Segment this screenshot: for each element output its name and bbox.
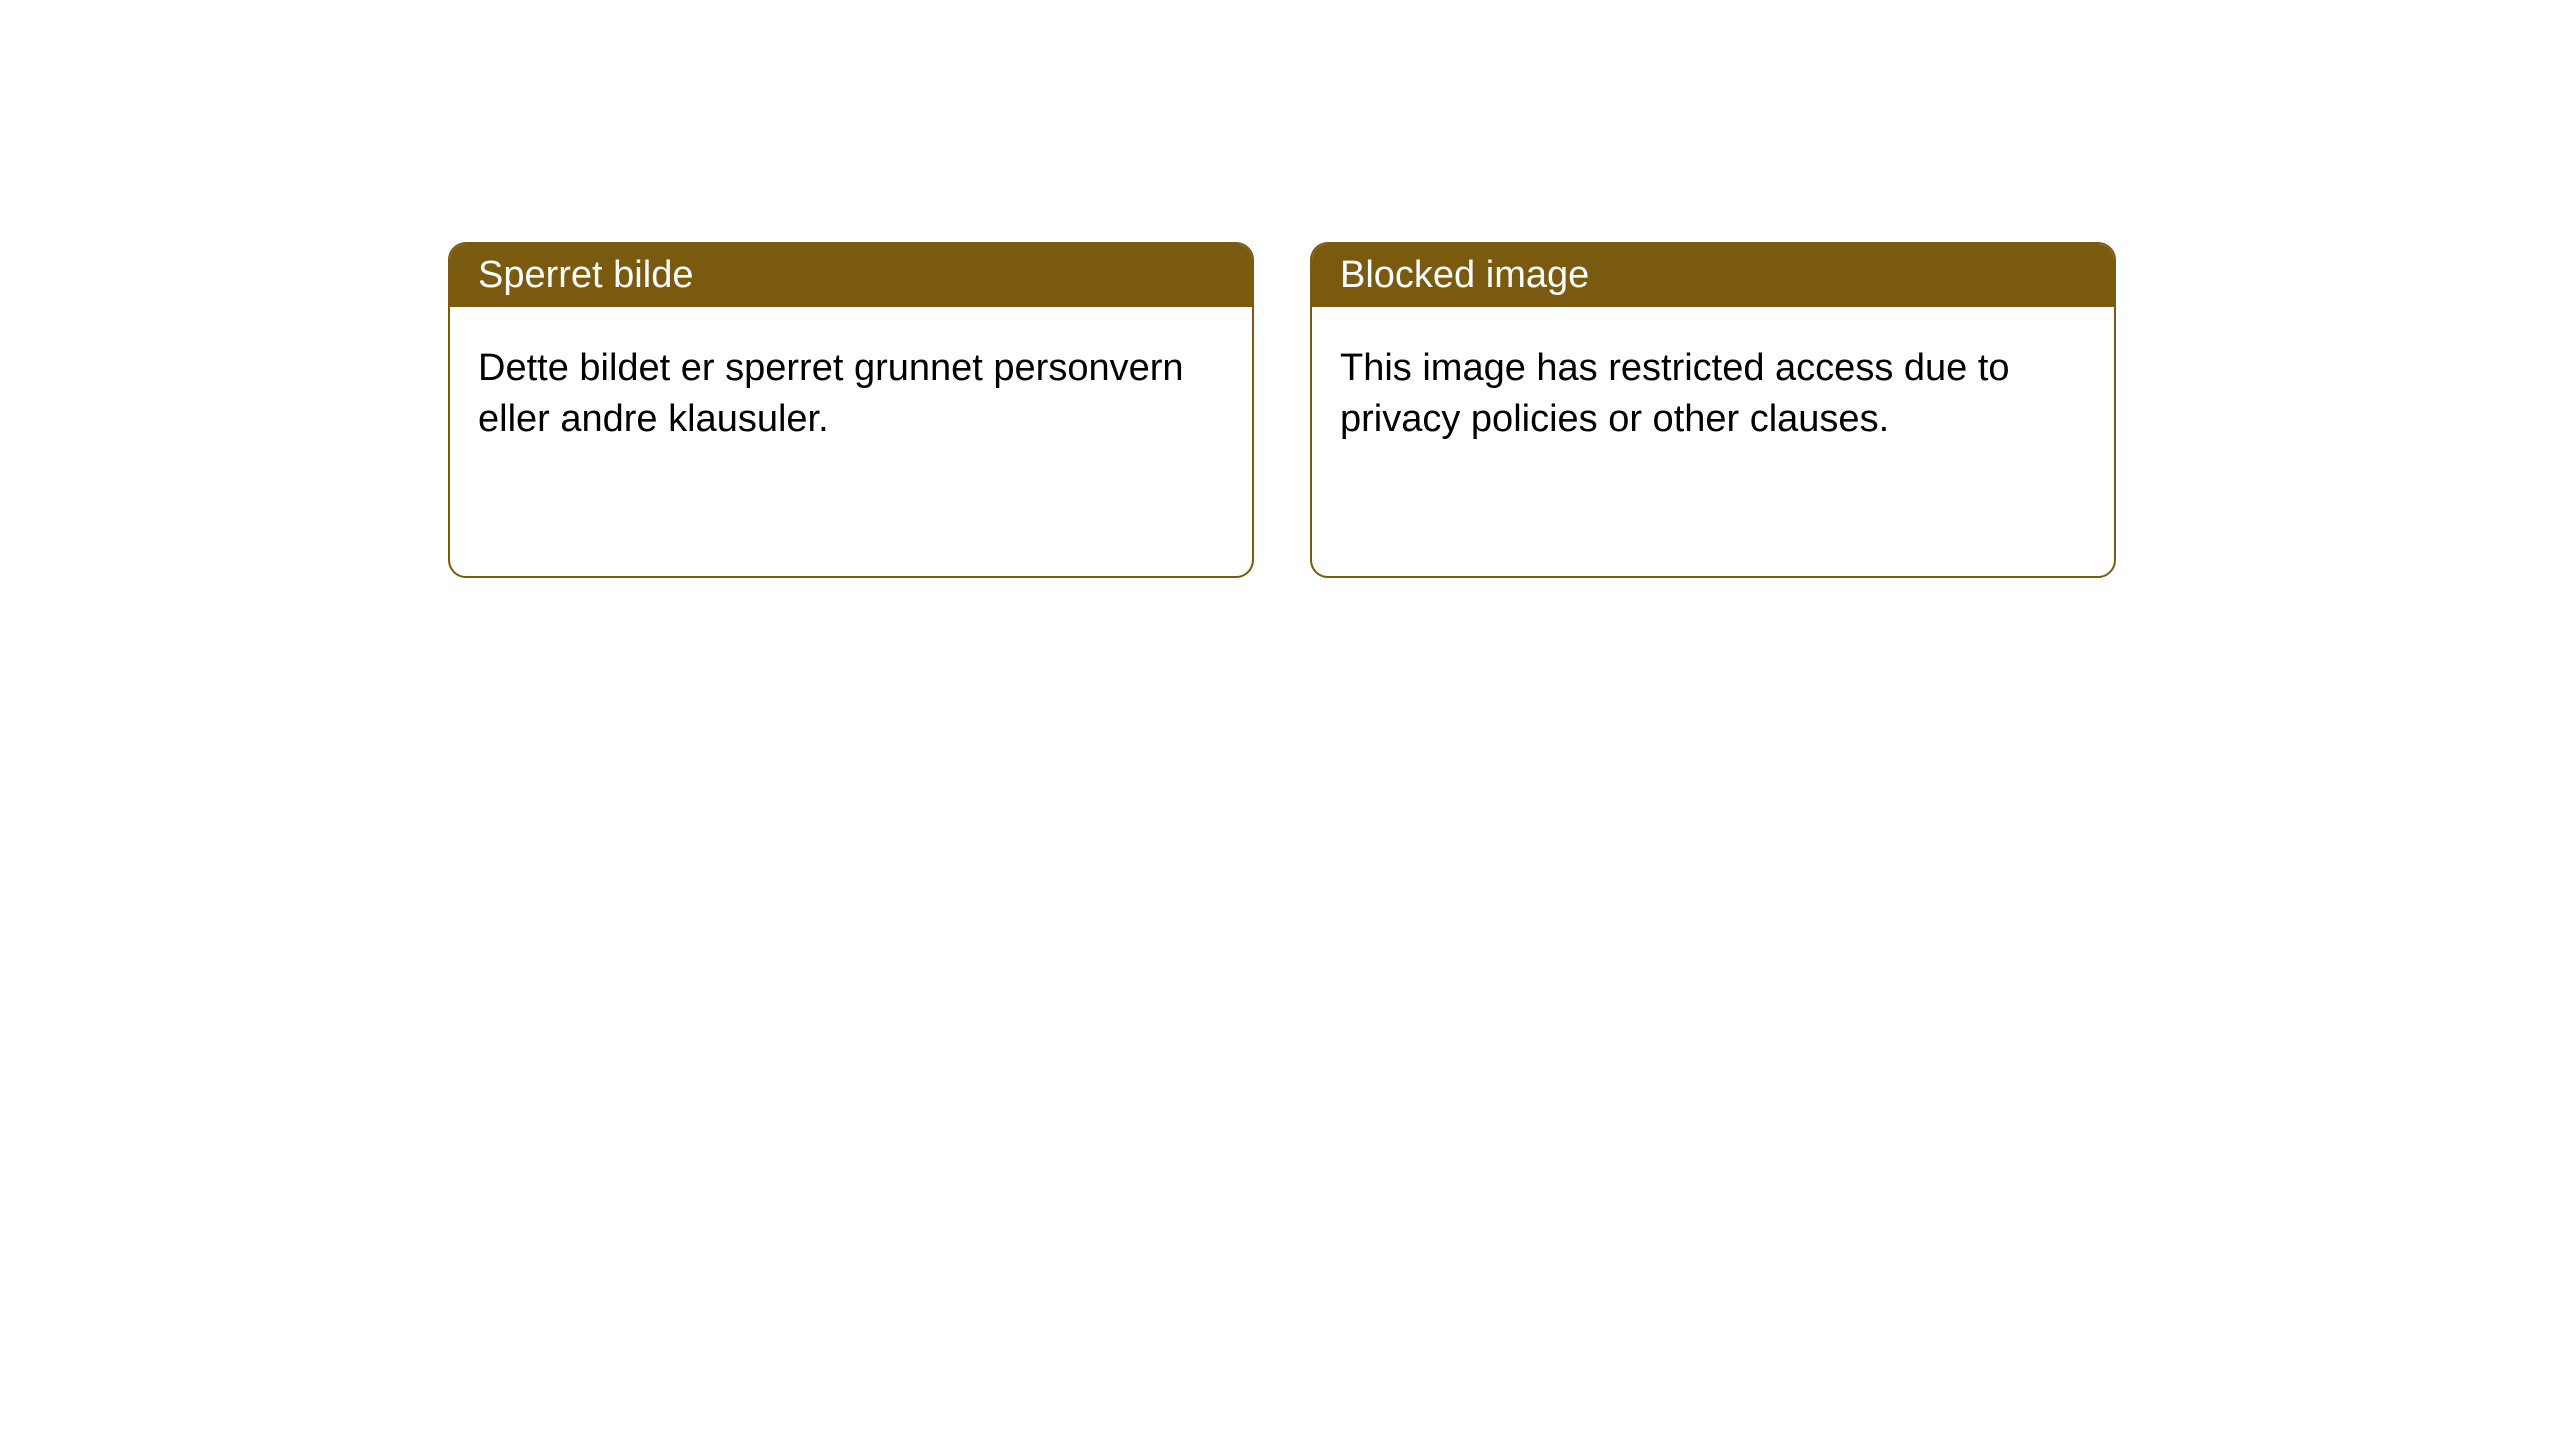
- notice-card-norwegian: Sperret bilde Dette bildet er sperret gr…: [448, 242, 1254, 578]
- notice-card-english: Blocked image This image has restricted …: [1310, 242, 2116, 578]
- notice-container: Sperret bilde Dette bildet er sperret gr…: [0, 0, 2560, 578]
- notice-title: Blocked image: [1312, 244, 2114, 307]
- notice-body: Dette bildet er sperret grunnet personve…: [450, 307, 1252, 482]
- notice-title: Sperret bilde: [450, 244, 1252, 307]
- notice-body: This image has restricted access due to …: [1312, 307, 2114, 482]
